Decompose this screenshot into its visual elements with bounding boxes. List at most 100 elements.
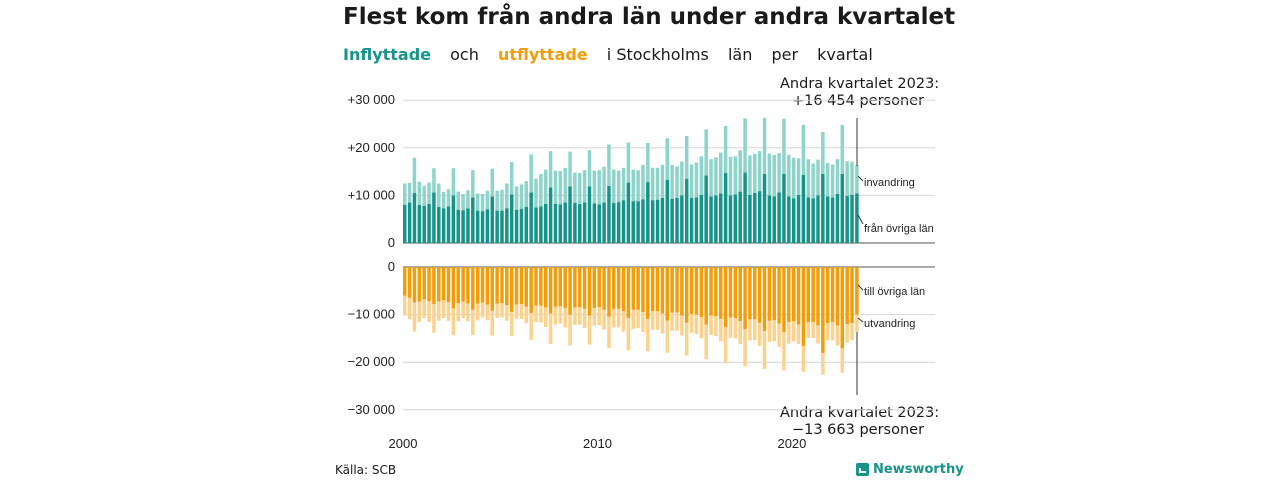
bar-in-immigration	[830, 164, 835, 198]
bar-in-immigration	[738, 150, 742, 192]
bar-in-other-lan	[748, 194, 752, 243]
bar-out-other-lan	[723, 267, 728, 327]
bar-out-emigration	[787, 322, 791, 344]
y-tick-label-top: 0	[388, 235, 395, 250]
bar-in-other-lan	[855, 193, 859, 243]
bar-out-other-lan	[767, 267, 772, 321]
bar-out-emigration	[762, 331, 767, 369]
bar-in-other-lan	[850, 194, 854, 243]
label-utvandring: utvandring	[864, 318, 915, 330]
bar-out-other-lan	[407, 267, 412, 298]
bar-out-emigration	[767, 320, 772, 343]
bar-in-immigration	[650, 167, 655, 201]
bar-out-other-lan	[743, 267, 747, 330]
bar-in-other-lan	[757, 191, 762, 243]
bar-out-other-lan	[548, 267, 553, 314]
bar-in-other-lan	[441, 208, 446, 243]
bar-in-immigration	[548, 151, 553, 188]
top-annotation: Andra kvartalet 2023: +16 454 personer	[780, 76, 940, 110]
bar-out-emigration	[636, 309, 640, 328]
bar-in-other-lan	[821, 173, 825, 243]
source-note: Källa: SCB	[335, 463, 397, 477]
bar-in-other-lan	[636, 201, 640, 243]
bar-in-other-lan	[811, 198, 815, 243]
bar-in-immigration	[801, 124, 806, 175]
bar-out-other-lan	[699, 267, 704, 317]
bar-in-immigration	[646, 143, 650, 183]
bar-out-other-lan	[578, 267, 582, 307]
bar-in-immigration	[432, 168, 436, 193]
bar-out-other-lan	[514, 267, 519, 305]
bar-out-emigration	[680, 315, 684, 336]
bar-in-immigration	[568, 151, 572, 187]
bar-in-other-lan	[738, 191, 742, 243]
bar-out-emigration	[456, 303, 460, 322]
bar-out-emigration	[616, 308, 621, 328]
bar-out-emigration	[475, 303, 480, 321]
bar-out-other-lan	[475, 267, 480, 304]
bar-out-emigration	[500, 303, 504, 318]
bar-in-other-lan	[451, 195, 456, 243]
bar-in-other-lan	[529, 192, 533, 243]
bar-out-other-lan	[757, 267, 762, 323]
bar-in-other-lan	[587, 186, 592, 243]
bar-in-other-lan	[548, 187, 553, 243]
bar-out-other-lan	[461, 267, 465, 302]
bar-in-immigration	[684, 135, 689, 179]
bar-in-other-lan	[646, 182, 650, 243]
bar-in-immigration	[582, 170, 587, 203]
bar-out-other-lan	[728, 267, 733, 318]
bar-in-immigration	[621, 167, 626, 201]
bar-out-emigration	[796, 324, 801, 345]
bar-in-other-lan	[543, 203, 548, 243]
bar-in-other-lan	[466, 208, 470, 243]
bar-out-other-lan	[441, 267, 446, 301]
bar-out-emigration	[743, 329, 747, 367]
bar-out-other-lan	[753, 267, 757, 320]
bar-in-immigration	[728, 156, 733, 196]
bar-out-emigration	[412, 302, 417, 332]
bar-in-other-lan	[534, 207, 538, 243]
brand-logo[interactable]: Newsworthy	[856, 462, 964, 477]
brand-name: Newsworthy	[873, 462, 964, 477]
bar-in-immigration	[602, 166, 606, 203]
bar-out-emigration	[612, 308, 616, 328]
bar-out-emigration	[524, 306, 529, 324]
bar-out-other-lan	[553, 267, 558, 307]
bar-out-emigration	[495, 303, 499, 318]
bar-out-emigration	[451, 308, 456, 336]
bar-in-immigration	[723, 125, 728, 174]
bar-in-other-lan	[519, 208, 524, 243]
bar-in-immigration	[767, 153, 772, 196]
bar-out-other-lan	[490, 267, 495, 311]
bar-out-emigration	[806, 322, 811, 338]
y-tick-label-bottom: −20 000	[348, 354, 395, 369]
label-pointer-till-ovriga-lan	[857, 284, 864, 291]
bar-out-emigration	[553, 306, 558, 325]
bar-in-immigration	[641, 164, 645, 200]
bar-in-immigration	[753, 153, 757, 194]
bar-out-emigration	[714, 316, 718, 337]
bar-out-emigration	[446, 302, 451, 321]
bar-out-other-lan	[704, 267, 708, 325]
bar-out-emigration	[670, 312, 674, 331]
bar-out-emigration	[558, 306, 563, 324]
bar-out-emigration	[548, 313, 553, 345]
bar-out-emigration	[825, 323, 830, 341]
bar-out-other-lan	[543, 267, 548, 308]
bar-in-other-lan	[607, 185, 611, 243]
bar-in-immigration	[592, 170, 597, 204]
bar-out-other-lan	[446, 267, 451, 303]
bar-in-immigration	[626, 142, 631, 183]
bar-in-other-lan	[407, 202, 412, 243]
bar-in-other-lan	[500, 210, 504, 243]
bar-in-immigration	[694, 162, 699, 198]
bar-out-other-lan	[680, 267, 684, 316]
bar-out-emigration	[578, 306, 582, 325]
bar-in-other-lan	[505, 208, 509, 243]
bar-out-emigration	[573, 307, 577, 326]
bar-in-immigration	[762, 117, 767, 174]
top-annotation-line1: Andra kvartalet 2023:	[780, 76, 940, 92]
bar-in-other-lan	[719, 193, 723, 243]
bar-in-immigration	[441, 192, 446, 209]
